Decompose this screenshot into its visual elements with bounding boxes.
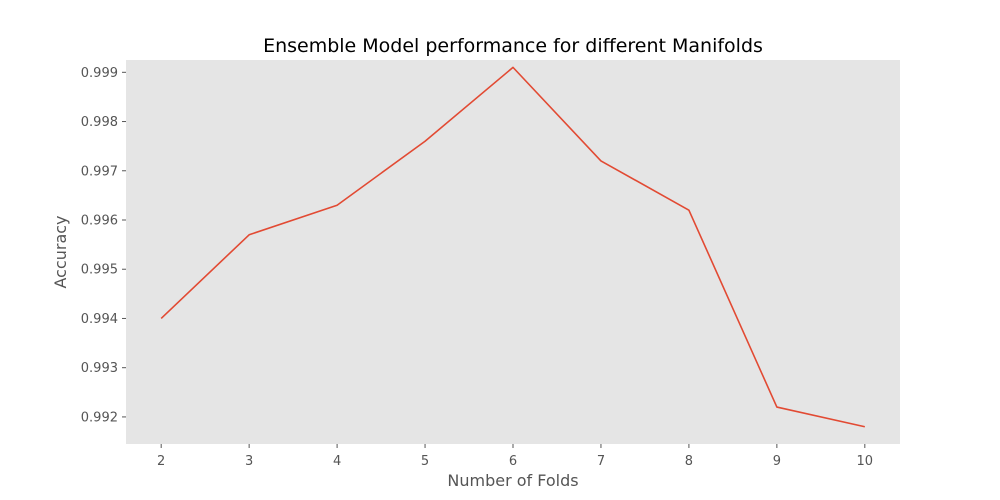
x-axis-label: Number of Folds: [447, 471, 578, 490]
x-axis: 2 3 4 5 6 7 8 9 10: [157, 444, 873, 469]
x-tick-label: 2: [157, 454, 165, 469]
x-tick-label: 10: [857, 454, 874, 469]
y-tick-label: 0.995: [81, 263, 118, 278]
y-tick-label: 0.996: [81, 214, 118, 229]
x-tick-label: 6: [509, 454, 517, 469]
y-tick-label: 0.994: [81, 312, 118, 327]
series-layer: [160, 66, 865, 428]
x-tick-label: 4: [333, 454, 341, 469]
y-tick-label: 0.993: [81, 361, 118, 376]
y-tick-label: 0.992: [81, 410, 118, 425]
x-tick-label: 8: [685, 454, 693, 469]
chart-title: Ensemble Model performance for different…: [263, 35, 763, 57]
x-tick-label: 3: [245, 454, 253, 469]
series-line-0: [160, 66, 865, 428]
x-tick-label: 5: [421, 454, 429, 469]
plot-area: [126, 60, 900, 444]
y-axis: 0.992 0.993 0.994 0.995 0.996 0.997 0.998 0.999: [81, 66, 126, 425]
x-tick-label: 9: [773, 454, 781, 469]
y-tick-label: 0.998: [81, 115, 118, 130]
y-axis-label: Accuracy: [51, 215, 70, 288]
x-tick-label: 7: [597, 454, 605, 469]
y-tick-label: 0.999: [81, 66, 118, 81]
y-tick-label: 0.997: [81, 164, 118, 179]
